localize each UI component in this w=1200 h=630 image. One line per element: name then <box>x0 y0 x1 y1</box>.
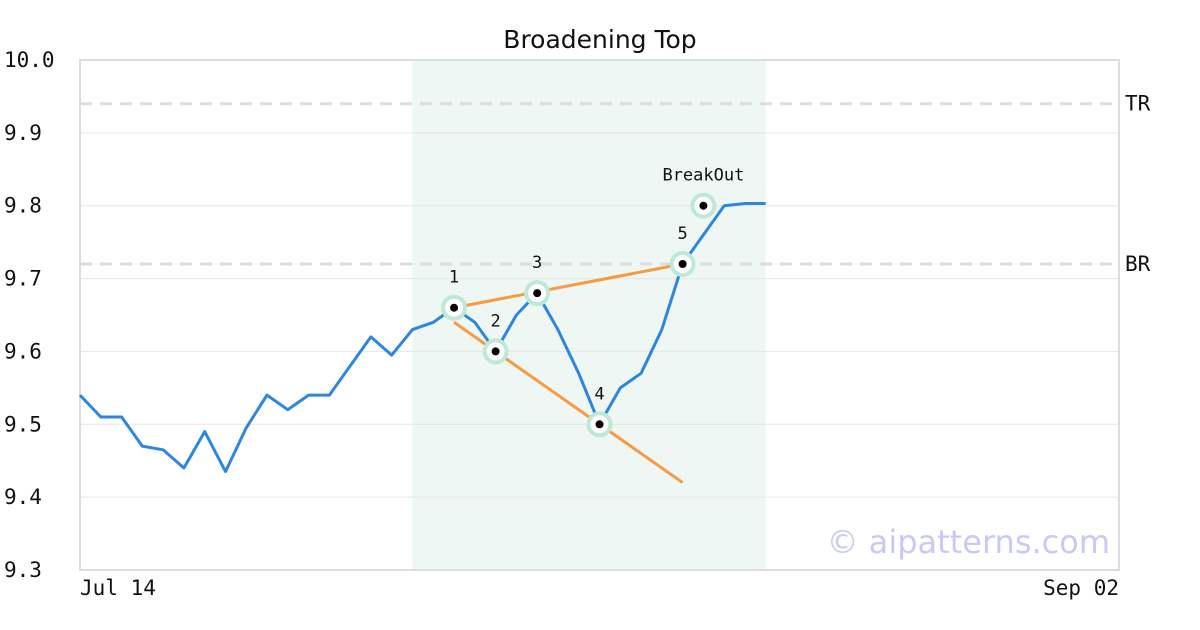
pattern-point-label: 2 <box>490 311 500 331</box>
y-tick-label: 10.0 <box>4 48 55 72</box>
pattern-point-label: 1 <box>449 268 459 288</box>
pattern-point-label: 5 <box>677 224 687 244</box>
x-tick-label: Jul 14 <box>80 576 156 600</box>
pattern-highlight-region <box>412 60 766 570</box>
pattern-point-dot <box>595 420 604 429</box>
y-tick-label: 9.6 <box>4 339 42 363</box>
reference-label-tr: TR <box>1125 92 1151 116</box>
y-tick-label: 9.8 <box>4 194 42 218</box>
chart-title: Broadening Top <box>503 25 696 54</box>
pattern-point-dot <box>699 201 708 210</box>
pattern-point-label: 3 <box>532 253 542 273</box>
pattern-point-dot <box>491 347 500 356</box>
pattern-point-dot <box>678 260 687 268</box>
y-tick-label: 9.3 <box>4 558 42 582</box>
pattern-point-label: 4 <box>594 384 604 404</box>
pattern-point-label: BreakOut <box>662 166 744 186</box>
watermark: © aipatterns.com <box>827 523 1110 561</box>
pattern-point-dot <box>450 303 459 312</box>
x-tick-label: Sep 02 <box>1043 576 1119 600</box>
y-tick-label: 9.9 <box>4 121 42 145</box>
trendline <box>453 262 683 310</box>
y-tick-label: 9.5 <box>4 412 42 436</box>
plot-area-border <box>79 59 1120 571</box>
y-tick-label: 9.4 <box>4 485 42 509</box>
reference-label-br: BR <box>1125 252 1151 276</box>
price-line <box>78 202 766 474</box>
y-tick-label: 9.7 <box>4 267 42 291</box>
pattern-point-dot <box>533 289 542 298</box>
